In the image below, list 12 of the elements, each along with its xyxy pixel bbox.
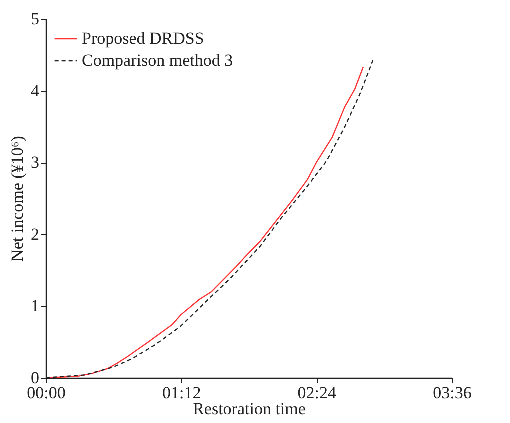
x-axis-title: Restoration time xyxy=(193,400,306,418)
legend-label: Proposed DRDSS xyxy=(82,29,204,48)
y-tick-label: 2 xyxy=(31,224,40,244)
x-tick-label: 02:24 xyxy=(298,384,338,402)
y-tick-label: 1 xyxy=(31,296,40,316)
x-tick-label: 03:36 xyxy=(433,384,472,402)
y-tick-label: 5 xyxy=(31,10,40,28)
x-tick-label: 01:12 xyxy=(162,384,202,402)
y-tick-label: 4 xyxy=(31,81,40,100)
y-axis-title: Net income (¥10⁶) xyxy=(8,136,27,262)
legend-label: Comparison method 3 xyxy=(82,51,234,70)
y-tick-label: 3 xyxy=(31,153,40,172)
